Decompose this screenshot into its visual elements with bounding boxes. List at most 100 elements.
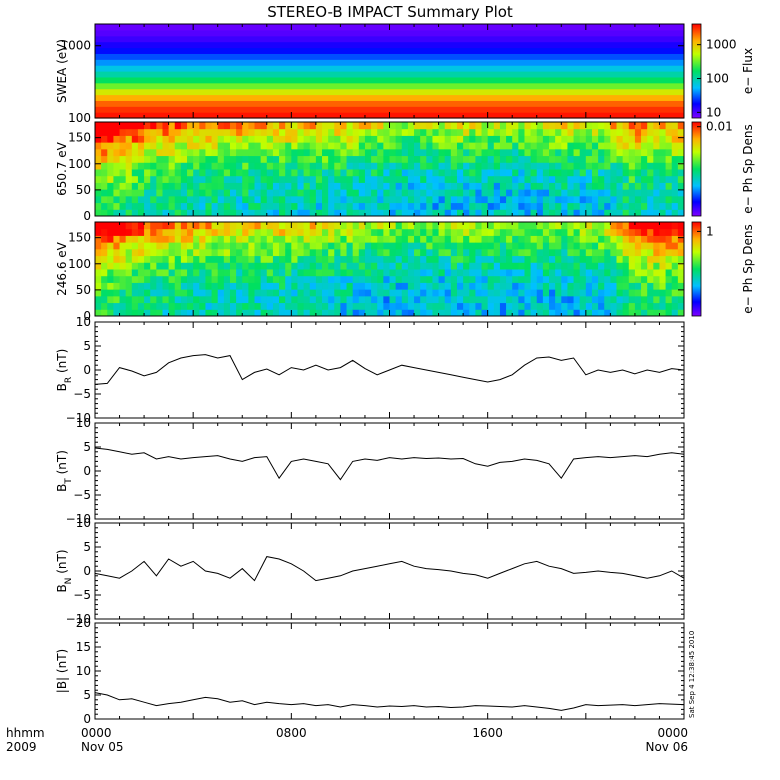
pitch-cell <box>610 255 618 263</box>
pitch-cell <box>463 295 470 304</box>
pitch-cell <box>389 235 397 243</box>
pitch-cell <box>463 195 470 204</box>
pitch-cell <box>579 148 587 157</box>
colorbar <box>691 121 702 217</box>
pitch-cell <box>248 122 256 130</box>
pitch-cell <box>549 228 556 236</box>
pitch-cell <box>137 202 145 210</box>
pitch-cell <box>407 222 415 230</box>
pitch-cell <box>493 135 501 143</box>
pitch-cell <box>628 155 636 163</box>
pitch-cell <box>549 302 556 310</box>
pitch-cell <box>420 148 427 157</box>
pitch-cell <box>144 202 151 210</box>
pitch-cell <box>229 169 237 177</box>
pitch-cell <box>567 209 575 217</box>
pitch-cell <box>131 175 139 183</box>
pitch-cell <box>377 228 384 236</box>
pitch-cell <box>193 209 200 217</box>
pitch-cell <box>346 222 354 230</box>
pitch-cell <box>260 169 268 177</box>
pitch-cell <box>254 195 262 204</box>
pitch-cell <box>598 309 605 317</box>
pitch-cell <box>285 182 292 190</box>
pitch-cell <box>420 269 427 277</box>
pitch-cell <box>279 155 286 163</box>
pitch-cell <box>174 175 182 183</box>
pitch-cell <box>555 222 562 230</box>
pitch-cell <box>107 202 114 210</box>
spectrogram-band <box>95 41 684 49</box>
pitch-cell <box>297 162 305 170</box>
pitch-cell <box>579 282 587 290</box>
pitch-cell <box>456 148 464 157</box>
pitch-cell <box>217 135 225 143</box>
pitch-cell <box>426 195 433 204</box>
pitch-cell <box>377 289 384 297</box>
pitch-cell <box>469 209 476 217</box>
pitch-cell <box>383 142 390 150</box>
pitch-cell <box>653 175 660 183</box>
pitch-cell <box>229 148 237 157</box>
pitch-cell <box>518 235 525 243</box>
pitch-cell <box>187 248 194 257</box>
pitch-cell <box>119 135 127 143</box>
pitch-cell <box>285 155 292 163</box>
pitch-cell <box>463 182 470 190</box>
pitch-cell <box>438 282 446 290</box>
pitch-cell <box>432 275 440 283</box>
pitch-cell <box>383 222 390 230</box>
pitch-cell <box>346 148 354 157</box>
pitch-cell <box>260 175 268 183</box>
pitch-cell <box>144 189 151 197</box>
pitch-cell <box>340 195 348 204</box>
pitch-cell <box>229 189 237 197</box>
pitch-cell <box>420 122 427 130</box>
pitch-cell <box>634 255 642 263</box>
pitch-cell <box>610 122 618 130</box>
pitch-cell <box>641 175 648 183</box>
pitch-cell <box>229 269 237 277</box>
pitch-cell <box>487 269 495 277</box>
pitch-cell <box>401 255 409 263</box>
pitch-cell <box>524 135 532 143</box>
pitch-cell <box>598 195 605 204</box>
pitch-cell <box>187 235 194 243</box>
pitch-cell <box>585 209 593 217</box>
pitch-cell <box>506 242 513 250</box>
pitch-cell <box>604 302 611 310</box>
pitch-cell <box>481 295 489 304</box>
pitch-cell <box>309 195 317 204</box>
pitch-cell <box>180 228 188 236</box>
pitch-cell <box>346 228 354 236</box>
pitch-cell <box>659 162 667 170</box>
pitch-cell <box>499 209 507 217</box>
pitch-cell <box>236 295 243 304</box>
pitch-cell <box>137 128 145 136</box>
pitch-cell <box>493 262 501 270</box>
pitch-cell <box>659 269 667 277</box>
pitch-cell <box>260 209 268 217</box>
pitch-cell <box>401 282 409 290</box>
pitch-cell <box>518 222 525 230</box>
pitch-cell <box>211 269 219 277</box>
pitch-cell <box>358 289 366 297</box>
pitch-cell <box>549 209 556 217</box>
pitch-cell <box>555 135 562 143</box>
pitch-cell <box>334 222 341 230</box>
pitch-cell <box>144 209 151 217</box>
colorbar <box>691 23 702 119</box>
pitch-cell <box>634 235 642 243</box>
pitch-cell <box>598 262 605 270</box>
pitch-cell <box>579 202 587 210</box>
pitch-cell <box>591 162 599 170</box>
pitch-cell <box>371 275 378 283</box>
pitch-cell <box>573 202 581 210</box>
pitch-cell <box>131 202 139 210</box>
pitch-cell <box>187 135 194 143</box>
pitch-cell <box>193 275 200 283</box>
pitch-cell <box>266 155 274 163</box>
pitch-cell <box>371 269 378 277</box>
pitch-cell <box>315 248 323 257</box>
pitch-cell <box>340 235 348 243</box>
